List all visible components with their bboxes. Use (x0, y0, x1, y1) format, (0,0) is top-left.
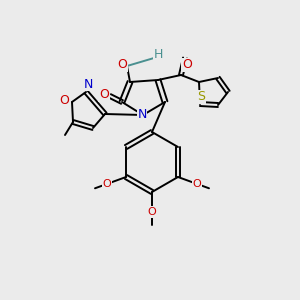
Text: S: S (197, 91, 205, 103)
Text: O: O (99, 88, 109, 101)
Text: O: O (117, 58, 127, 71)
Text: N: N (83, 77, 93, 91)
Text: O: O (59, 94, 69, 106)
Text: O: O (182, 58, 192, 71)
Text: O: O (148, 207, 156, 217)
Text: N: N (137, 107, 147, 121)
Text: H: H (153, 47, 163, 61)
Text: O: O (103, 179, 112, 189)
Text: O: O (192, 179, 201, 189)
